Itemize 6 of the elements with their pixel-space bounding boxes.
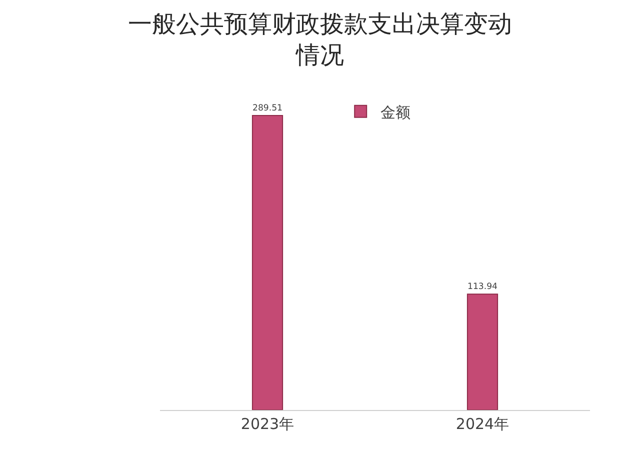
data-label: 113.94 bbox=[467, 282, 498, 292]
data-label: 289.51 bbox=[252, 103, 283, 114]
legend-label: 金额 bbox=[380, 103, 411, 122]
x-tick-label: 2023年 bbox=[240, 415, 294, 433]
x-tick-label: 2024年 bbox=[456, 415, 510, 433]
chart-title: 一般公共预算财政拨款支出决算变动情况 bbox=[128, 10, 512, 70]
